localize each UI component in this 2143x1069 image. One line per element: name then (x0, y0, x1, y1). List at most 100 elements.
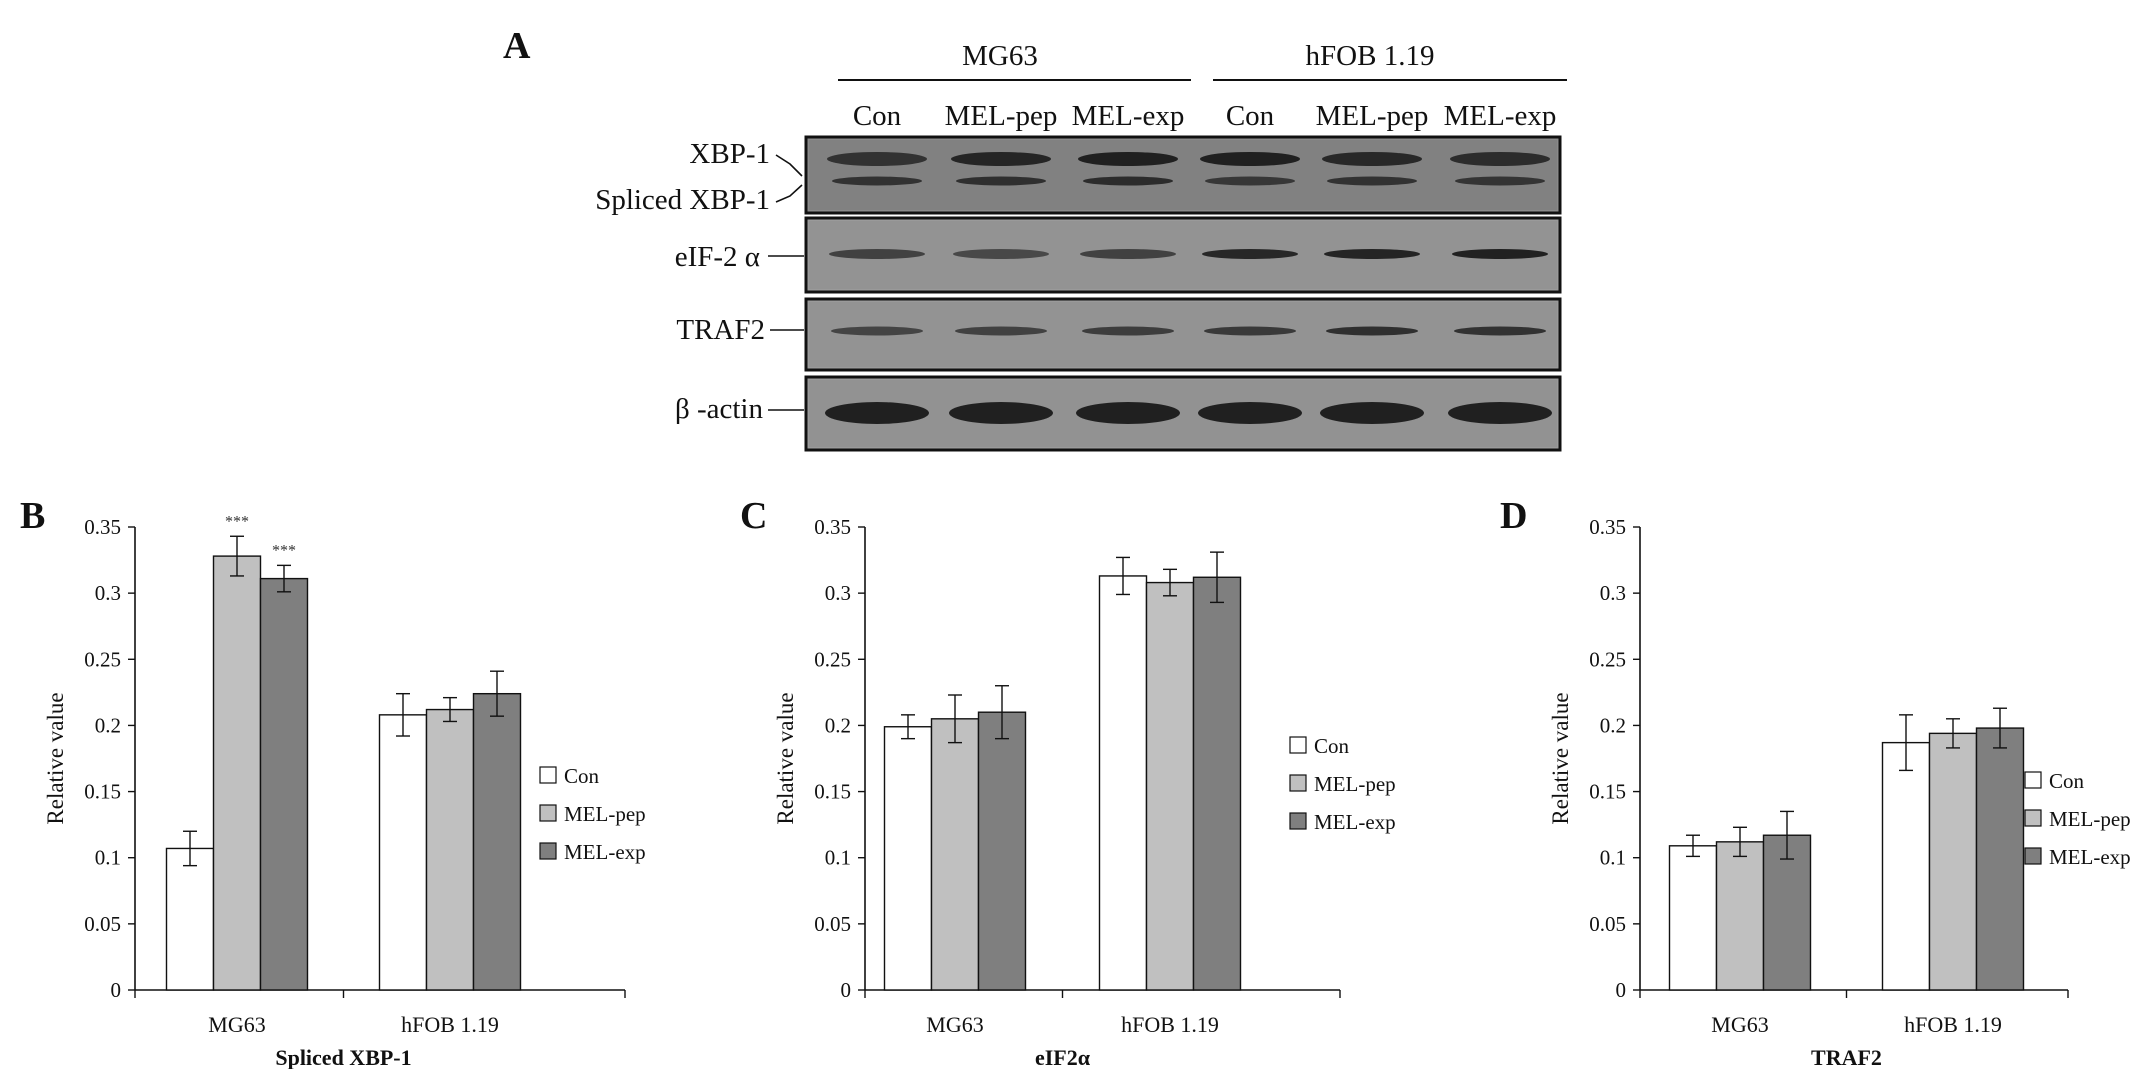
blot-band (1076, 402, 1180, 424)
blot-band (955, 326, 1047, 336)
blot-row-label-eif2a: eIF-2 α (675, 241, 760, 273)
blot-band (825, 402, 929, 424)
blot-band (1082, 326, 1174, 336)
blot-band (1320, 402, 1424, 424)
blot-band (1324, 249, 1420, 259)
legend-swatch (2024, 847, 2042, 865)
lane-label: MEL-pep (1316, 100, 1429, 132)
blot-band (831, 326, 923, 336)
bar-chart-traf2: D 0 0.05 0.1 0.15 0.2 0.25 0.3 0.35 MG63 hFOB 1.1… (1500, 495, 2131, 1069)
y-tick-label: 0.1 (825, 846, 851, 870)
y-tick-label: 0.35 (814, 515, 851, 539)
blot-band (953, 249, 1049, 259)
legend-label: MEL-pep (1314, 772, 1396, 796)
y-tick-label: 0.2 (825, 713, 851, 737)
blot-band (832, 176, 922, 186)
blot-band (956, 176, 1046, 186)
legend-swatch (539, 842, 557, 860)
legend-label: MEL-exp (564, 840, 646, 864)
y-tick-label: 0.3 (1600, 581, 1626, 605)
legend-swatch (2024, 809, 2042, 827)
x-category-label: hFOB 1.19 (1904, 1012, 2002, 1037)
membrane-shade (809, 302, 1557, 367)
y-tick-label: 0.15 (84, 780, 121, 804)
legend-swatch (1289, 812, 1307, 830)
panel-letter-d: D (1500, 495, 1527, 537)
legend-label: Con (564, 764, 600, 788)
blot-strip (804, 135, 1562, 215)
x-axis-title: eIF2α (1035, 1045, 1091, 1069)
blot-band (951, 152, 1051, 166)
legend-label: MEL-exp (2049, 845, 2131, 869)
label-pointer (775, 184, 803, 203)
y-tick-label: 0.25 (814, 647, 851, 671)
bar-chart-spliced-xbp1: B 0 0.05 0.1 0.15 0.2 0.25 0.3 0.35 *** *** MG63 hF… (20, 495, 646, 1069)
blot-band (1080, 249, 1176, 259)
x-category-label: hFOB 1.19 (401, 1012, 499, 1037)
blot-band (1327, 176, 1417, 186)
bar (212, 555, 262, 991)
y-tick-label: 0.35 (1589, 515, 1626, 539)
lane-labels: Con MEL-pep MEL-exp Con MEL-pep MEL-exp (853, 100, 1557, 132)
bar (165, 847, 215, 991)
lane-label: Con (1226, 100, 1275, 132)
bar (977, 711, 1027, 991)
lane-label: MEL-exp (1444, 100, 1557, 132)
y-tick-label: 0.2 (95, 713, 121, 737)
legend-swatch (539, 804, 557, 822)
bar (472, 692, 522, 991)
bar (1192, 576, 1242, 991)
y-tick-label: 0.1 (95, 846, 121, 870)
blot-band (1083, 176, 1173, 186)
blot-band (1454, 326, 1546, 336)
bar (1715, 841, 1765, 991)
y-tick-label: 0.05 (814, 912, 851, 936)
blot-band (1198, 402, 1302, 424)
y-axis-title: Relative value (43, 692, 68, 824)
legend-label: Con (1314, 734, 1350, 758)
blot-band (1078, 152, 1178, 166)
blot-band (1452, 249, 1548, 259)
x-axis-title: Spliced XBP-1 (275, 1045, 411, 1069)
x-category-label: hFOB 1.19 (1121, 1012, 1219, 1037)
blot-band (1455, 176, 1545, 186)
y-axis-title: Relative value (773, 692, 798, 824)
lane-label: MEL-exp (1072, 100, 1185, 132)
blot-band (1202, 249, 1298, 259)
y-tick-label: 0.1 (1600, 846, 1626, 870)
y-tick-label: 0.05 (84, 912, 121, 936)
y-tick-label: 0.3 (95, 581, 121, 605)
western-blot-panel: A MG63 hFOB 1.19 Con MEL-pep MEL-exp Con… (503, 25, 1567, 452)
bar (883, 726, 933, 991)
x-category-label: MG63 (1711, 1012, 1768, 1037)
y-tick-label: 0.15 (1589, 780, 1626, 804)
y-tick-label: 0.3 (825, 581, 851, 605)
blot-strip (804, 297, 1562, 372)
blot-band (1448, 402, 1552, 424)
bar (1145, 581, 1195, 991)
membrane-shade (809, 380, 1557, 447)
significance-marker: *** (225, 513, 249, 530)
x-category-label: MG63 (208, 1012, 265, 1037)
significance-marker: *** (272, 542, 296, 559)
membrane-shade (809, 140, 1557, 210)
y-tick-label: 0.35 (84, 515, 121, 539)
bar (1928, 732, 1978, 991)
blot-band (1205, 176, 1295, 186)
y-tick-label: 0.25 (84, 647, 121, 671)
blot-band (1204, 326, 1296, 336)
y-tick-label: 0.15 (814, 780, 851, 804)
legend-label: MEL-pep (2049, 807, 2131, 831)
bar (425, 708, 475, 991)
legend-swatch (539, 766, 557, 784)
blot-band (1326, 326, 1418, 336)
blot-band (829, 249, 925, 259)
membrane-shade (809, 221, 1557, 289)
bar (1098, 575, 1148, 991)
blot-group-hfob: hFOB 1.19 (1306, 40, 1435, 72)
blot-strips (804, 135, 1562, 452)
bar (1975, 727, 2025, 991)
y-tick-label: 0.2 (1600, 713, 1626, 737)
blot-band (1322, 152, 1422, 166)
